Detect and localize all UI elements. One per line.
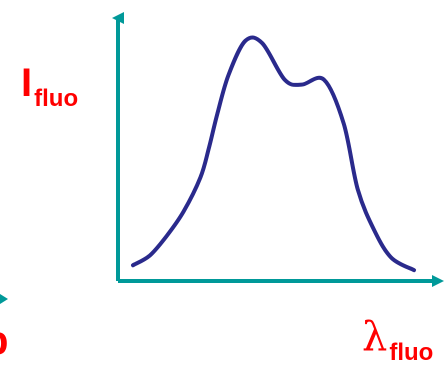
x-axis-label-sub: fluo [389,339,434,366]
left-edge-arrow-fragment [0,294,8,304]
y-axis-label-main: I [21,61,33,105]
y-axis-label: Ifluo [21,61,78,111]
y-axis-label-sub: fluo [34,85,79,112]
left-edge-fragment-label: b [0,321,8,361]
x-axis-label-main: λ [362,314,388,360]
x-axis-label: λfluo [362,314,433,365]
fluorescence-curve [131,35,416,273]
